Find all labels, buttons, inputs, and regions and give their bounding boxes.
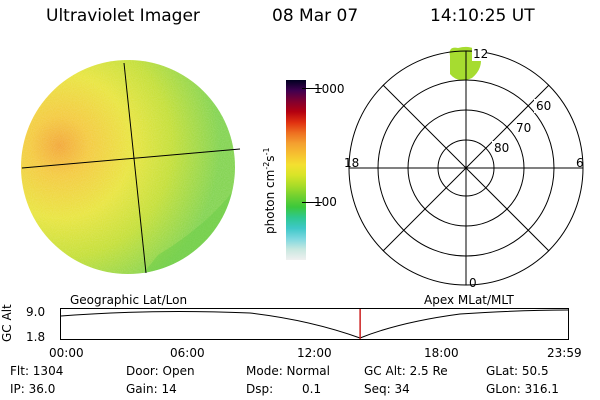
mlt-label-12: 12 bbox=[473, 47, 488, 61]
mlt-label-0: 0 bbox=[469, 276, 477, 290]
mlt-label-6: 6 bbox=[576, 156, 584, 170]
timeline-plot bbox=[60, 308, 569, 340]
latitude-line bbox=[21, 148, 241, 169]
meridian-line bbox=[123, 62, 147, 274]
timeline-left-title: Geographic Lat/Lon bbox=[70, 293, 188, 307]
colorbar-unit-label: photon cm-2s-1 bbox=[262, 147, 277, 234]
timeline-tick-1800: 18:00 bbox=[424, 346, 459, 360]
door-label: Door: Open bbox=[126, 364, 195, 378]
colorbar-tick-100: 100 bbox=[314, 195, 337, 209]
timeline-tick-0600: 06:00 bbox=[170, 346, 205, 360]
flt-label: Flt: 1304 bbox=[10, 364, 64, 378]
timeline-tick-2359: 23:59 bbox=[547, 346, 582, 360]
mode-label: Mode: Normal bbox=[246, 364, 330, 378]
instrument-title: Ultraviolet Imager bbox=[46, 6, 200, 26]
earth-image bbox=[21, 60, 241, 274]
timeline-ymax: 9.0 bbox=[26, 305, 46, 319]
timeline-right-title: Apex MLat/MLT bbox=[424, 293, 514, 307]
timeline-tick-0000: 00:00 bbox=[49, 346, 84, 360]
gain-label: Gain: 14 bbox=[126, 382, 177, 396]
timeline-ymin: 1.8 bbox=[26, 330, 46, 344]
colorbar bbox=[286, 80, 306, 260]
mlt-label-18: 18 bbox=[344, 156, 359, 170]
glon-label: GLon: 316.1 bbox=[486, 382, 559, 396]
dsp-label: Dsp: bbox=[246, 382, 274, 396]
polar-plot: 12 18 6 0 60 70 80 bbox=[344, 46, 584, 290]
mlat-label-60: 60 bbox=[536, 99, 551, 113]
colorbar-tick-1000: 1000 bbox=[314, 82, 345, 96]
mlat-label-70: 70 bbox=[516, 121, 531, 135]
seq-label: Seq: 34 bbox=[364, 382, 410, 396]
time-label: 14:10:25 UT bbox=[430, 6, 535, 26]
date-label: 08 Mar 07 bbox=[272, 6, 359, 26]
altitude-curve bbox=[60, 309, 569, 339]
dsp-value: 0.1 bbox=[302, 382, 322, 396]
glat-label: GLat: 50.5 bbox=[486, 364, 549, 378]
timeline-ylabel: GC Alt bbox=[0, 304, 14, 342]
gcalt-label: GC Alt: 2.5 Re bbox=[364, 364, 448, 378]
timeline-tick-1200: 12:00 bbox=[297, 346, 332, 360]
mlat-label-80: 80 bbox=[494, 141, 509, 155]
ip-label: IP: 36.0 bbox=[10, 382, 56, 396]
